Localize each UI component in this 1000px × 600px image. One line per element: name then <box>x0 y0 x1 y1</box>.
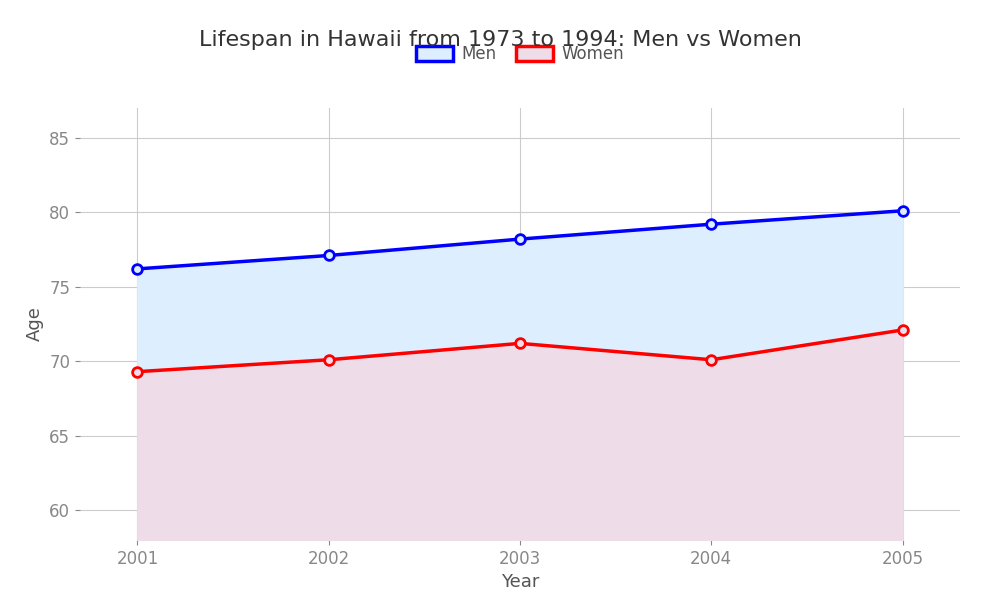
Legend: Men, Women: Men, Women <box>409 38 631 70</box>
Text: Lifespan in Hawaii from 1973 to 1994: Men vs Women: Lifespan in Hawaii from 1973 to 1994: Me… <box>199 30 801 50</box>
X-axis label: Year: Year <box>501 573 539 591</box>
Y-axis label: Age: Age <box>26 307 44 341</box>
